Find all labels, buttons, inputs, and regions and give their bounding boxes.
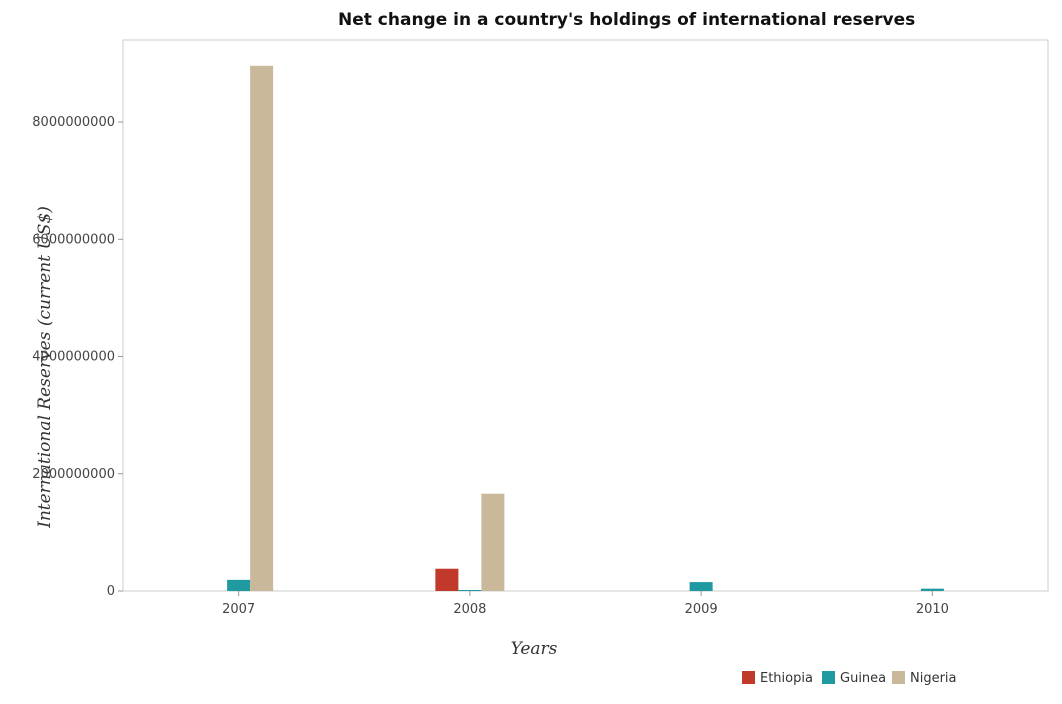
plot-frame — [122, 39, 1049, 592]
bar-ethiopia-2008 — [435, 568, 459, 591]
legend-swatch-ethiopia — [742, 671, 755, 684]
y-tick-label: 8000000000 — [32, 115, 115, 130]
bar-guinea-2010 — [920, 588, 944, 591]
legend-label-guinea: Guinea — [840, 671, 886, 686]
legend-swatch-nigeria — [892, 671, 905, 684]
legend: Ethiopia Guinea Nigeria — [742, 671, 957, 686]
y-tick-label: 2000000000 — [32, 467, 115, 482]
x-tick-label: 2008 — [453, 602, 486, 617]
legend-label-nigeria: Nigeria — [910, 671, 957, 686]
x-tick-label: 2009 — [685, 602, 718, 617]
y-tick-label: 4000000000 — [32, 350, 115, 365]
legend-swatch-guinea — [822, 671, 835, 684]
bar-guinea-2008 — [458, 590, 482, 591]
bar-guinea-2009 — [689, 582, 713, 591]
chart-title: Net change in a country's holdings of in… — [338, 10, 915, 30]
plot-area: 0 2000000000 4000000000 6000000000 800000000… — [32, 39, 1049, 617]
x-tick-label: 2010 — [916, 602, 949, 617]
bar-nigeria-2008 — [481, 493, 505, 591]
legend-label-ethiopia: Ethiopia — [760, 671, 813, 686]
y-axis-label: International Reserves (current US$) — [35, 206, 55, 529]
y-tick-label: 6000000000 — [32, 232, 115, 247]
x-axis-label: Years — [511, 639, 558, 659]
bar-nigeria-2007 — [250, 65, 274, 591]
bar-guinea-2007 — [227, 579, 251, 591]
y-tick-label: 0 — [107, 584, 115, 599]
x-tick-label: 2007 — [222, 602, 255, 617]
